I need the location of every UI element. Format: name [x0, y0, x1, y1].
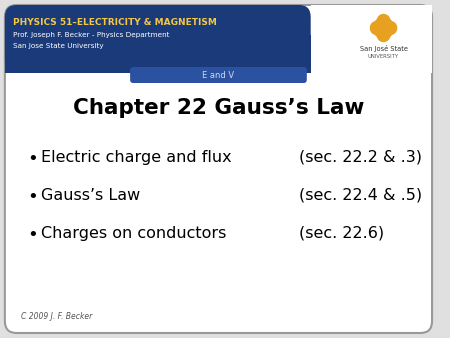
FancyBboxPatch shape [5, 5, 310, 73]
Circle shape [380, 24, 387, 32]
Circle shape [375, 19, 384, 28]
Circle shape [375, 28, 384, 37]
Text: (sec. 22.4 & .5): (sec. 22.4 & .5) [299, 188, 422, 203]
Circle shape [383, 19, 392, 28]
Text: Electric charge and flux: Electric charge and flux [41, 150, 231, 165]
Bar [5, 35, 310, 73]
Text: •: • [27, 226, 38, 244]
Circle shape [377, 28, 390, 42]
Text: E and V: E and V [202, 71, 234, 79]
FancyBboxPatch shape [5, 5, 432, 333]
Text: Gauss’s Law: Gauss’s Law [41, 188, 140, 203]
Text: •: • [27, 150, 38, 168]
Text: Prof. Joseph F. Becker - Physics Department: Prof. Joseph F. Becker - Physics Departm… [13, 32, 169, 38]
Text: UNIVERSITY: UNIVERSITY [368, 54, 399, 59]
Text: •: • [27, 188, 38, 206]
Circle shape [377, 15, 390, 27]
Text: San José State: San José State [360, 45, 408, 52]
Text: PHYSICS 51–ELECTRICITY & MAGNETISM: PHYSICS 51–ELECTRICITY & MAGNETISM [13, 18, 216, 27]
Circle shape [384, 22, 396, 34]
Bar [310, 5, 432, 73]
FancyBboxPatch shape [130, 67, 307, 83]
Circle shape [383, 28, 392, 37]
Circle shape [370, 22, 383, 34]
Text: (sec. 22.2 & .3): (sec. 22.2 & .3) [299, 150, 422, 165]
Text: (sec. 22.6): (sec. 22.6) [299, 226, 384, 241]
Text: C 2009 J. F. Becker: C 2009 J. F. Becker [21, 312, 93, 321]
Text: Chapter 22 Gauss’s Law: Chapter 22 Gauss’s Law [73, 98, 364, 118]
Text: Charges on conductors: Charges on conductors [41, 226, 226, 241]
Text: San Jose State University: San Jose State University [13, 43, 103, 49]
